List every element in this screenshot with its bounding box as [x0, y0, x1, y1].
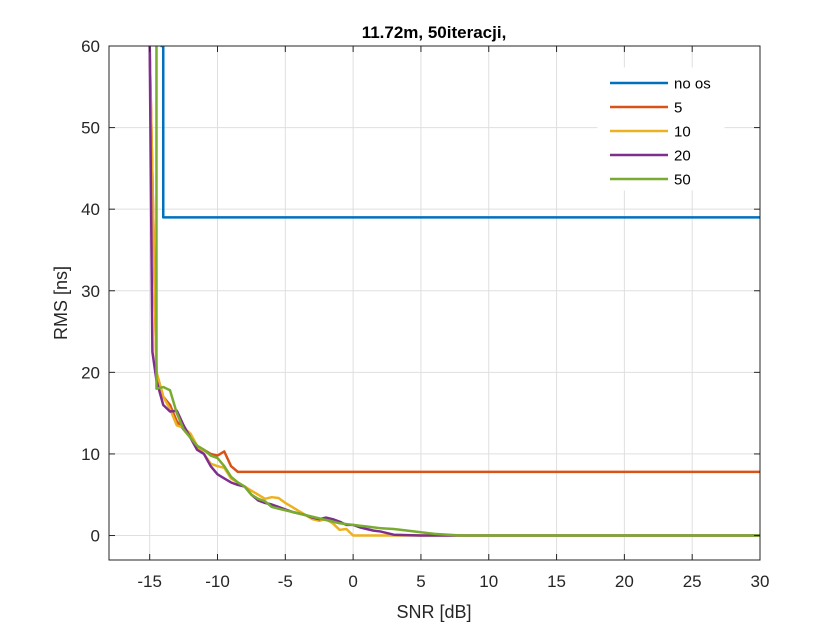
y-axis-label: RMS [ns]: [51, 266, 71, 340]
y-tick-label: 20: [81, 363, 100, 382]
series-line-4: [155, 46, 760, 537]
legend-label-2: 10: [674, 124, 691, 141]
y-tick-label: 40: [81, 200, 100, 219]
legend-label-4: 50: [674, 172, 691, 189]
legend-label-3: 20: [674, 148, 691, 165]
x-tick-label: 10: [479, 572, 498, 591]
axes-box: [108, 45, 761, 561]
x-tick-label: 30: [751, 572, 770, 591]
x-axis-label: SNR [dB]: [396, 602, 471, 622]
series-line-0: [160, 46, 760, 219]
series-layer: [148, 46, 760, 537]
series-line-2: [148, 46, 760, 537]
y-tick-label: 0: [91, 527, 100, 546]
legend: no os 5 10 20 50: [597, 67, 725, 191]
x-tick-label: -5: [278, 572, 293, 591]
x-tick-label: 25: [683, 572, 702, 591]
x-tick-label: 0: [348, 572, 357, 591]
x-tick-label: -15: [137, 572, 162, 591]
x-tick-label: 15: [547, 572, 566, 591]
x-tick-label: -10: [205, 572, 230, 591]
y-tick-label: 10: [81, 445, 100, 464]
ticks: -15 -10 -5 0 5 10 15 20 25 30 0 10 20 30 40 50 60: [81, 37, 769, 591]
y-tick-label: 50: [81, 119, 100, 138]
legend-label-0: no os: [674, 76, 711, 93]
y-tick-label: 60: [81, 37, 100, 56]
series-line-1: [148, 46, 760, 474]
legend-label-1: 5: [674, 100, 682, 117]
x-tick-label: 20: [615, 572, 634, 591]
x-tick-label: 5: [416, 572, 425, 591]
legend-box: [597, 67, 725, 191]
chart-title: 11.72m, 50iteracji,: [362, 23, 507, 42]
y-tick-label: 30: [81, 282, 100, 301]
